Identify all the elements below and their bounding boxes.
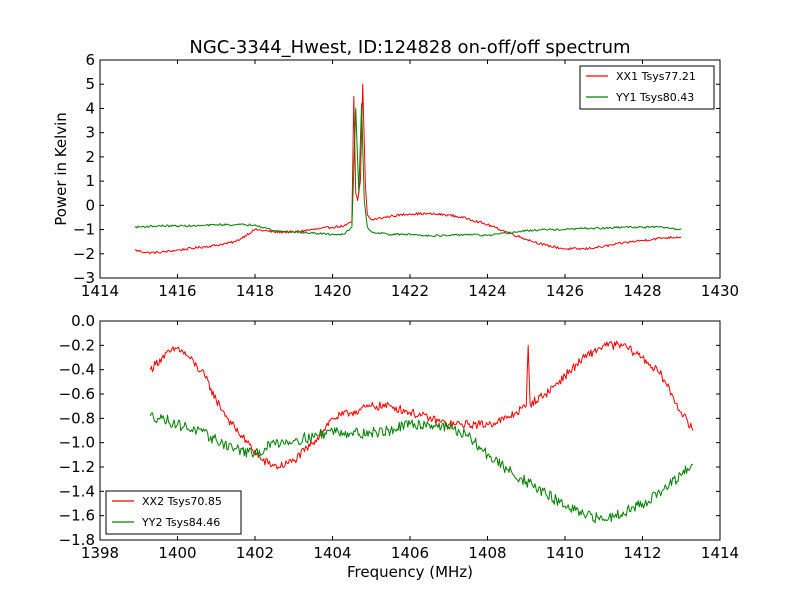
x-axis-label: Frequency (MHz) — [347, 563, 473, 581]
y-tick-labels: −1.8 −1.6 −1.4 −1.2 −1.0 −0.8 −0.6 −0.4 −0.2 0.0 — [59, 312, 95, 549]
series-lines — [134, 83, 682, 255]
legend: XX2 Tsys70.85 YY2 Tsys84.46 — [105, 490, 242, 535]
x-tick-label: 1430 — [701, 282, 739, 300]
legend-box — [579, 65, 715, 110]
x-tick-label: 1418 — [236, 282, 274, 300]
series-line — [134, 83, 682, 255]
x-tick-label: 1428 — [623, 282, 661, 300]
y-tick-label: −1.0 — [59, 434, 95, 452]
x-tick-label: 1400 — [158, 544, 196, 562]
x-tick-label: 1410 — [546, 544, 584, 562]
y-tick-label: −3 — [73, 269, 95, 287]
y-tick-label: −1.2 — [59, 458, 95, 476]
top-panel: NGC-3344_Hwest, ID:124828 on-off/off spe… — [52, 37, 739, 300]
x-tick-labels: 1398 1400 1402 1404 1406 1408 1410 1412 1414 — [81, 544, 739, 562]
y-tick-label: 2 — [85, 148, 95, 166]
x-tick-label: 1402 — [236, 544, 274, 562]
bottom-panel: Frequency (MHz) 1398 1400 1402 1404 1406 1408… — [59, 312, 740, 581]
series-line — [149, 412, 693, 524]
y-tick-label: 4 — [85, 99, 95, 117]
y-tick-label: 0.0 — [71, 312, 95, 330]
legend-box — [105, 490, 242, 535]
legend: XX1 Tsys77.21 YY1 Tsys80.43 — [579, 65, 715, 110]
x-tick-label: 1414 — [81, 282, 119, 300]
plot-frame — [99, 59, 721, 279]
x-tick-label: 1408 — [468, 544, 506, 562]
chart-title: NGC-3344_Hwest, ID:124828 on-off/off spe… — [189, 37, 630, 58]
y-tick-label: 1 — [85, 172, 95, 190]
x-tick-label: 1426 — [546, 282, 584, 300]
y-tick-label: 3 — [85, 124, 95, 142]
y-tick-label: −0.2 — [59, 336, 95, 354]
y-tick-label: −1.4 — [59, 482, 95, 500]
y-tick-label: 6 — [85, 51, 95, 69]
y-tick-label: −0.8 — [59, 409, 95, 427]
legend-entry: YY1 Tsys80.43 — [615, 91, 694, 104]
y-tick-label: −1 — [73, 221, 95, 239]
y-tick-label: −0.6 — [59, 385, 95, 403]
y-tick-label: −0.4 — [59, 361, 95, 379]
series-lines — [149, 340, 694, 524]
x-tick-label: 1412 — [623, 544, 661, 562]
x-tick-label: 1404 — [313, 544, 351, 562]
x-tick-label: 1406 — [391, 544, 429, 562]
legend-entry: YY2 Tsys84.46 — [141, 516, 220, 529]
plot-frame — [99, 320, 721, 541]
legend-entry: XX1 Tsys77.21 — [616, 70, 696, 83]
y-tick-label: −2 — [73, 245, 95, 263]
x-tick-label: 1416 — [158, 282, 196, 300]
series-line — [134, 103, 682, 238]
legend-entry: XX2 Tsys70.85 — [142, 495, 222, 508]
y-tick-labels: −3 −2 −1 0 1 2 3 4 5 6 — [73, 51, 95, 287]
y-tick-label: −1.6 — [59, 507, 95, 525]
x-tick-label: 1420 — [313, 282, 351, 300]
x-tick-label: 1424 — [468, 282, 506, 300]
x-tick-labels: 1414 1416 1418 1420 1422 1424 1426 1428 1430 — [81, 282, 739, 300]
y-tick-label: 5 — [85, 75, 95, 93]
x-tick-label: 1398 — [81, 544, 119, 562]
x-tick-label: 1414 — [701, 544, 739, 562]
series-line — [149, 340, 694, 470]
x-tick-label: 1422 — [391, 282, 429, 300]
y-axis-label: Power in Kelvin — [52, 112, 70, 226]
y-tick-label: −1.8 — [59, 531, 95, 549]
y-tick-label: 0 — [85, 196, 95, 214]
